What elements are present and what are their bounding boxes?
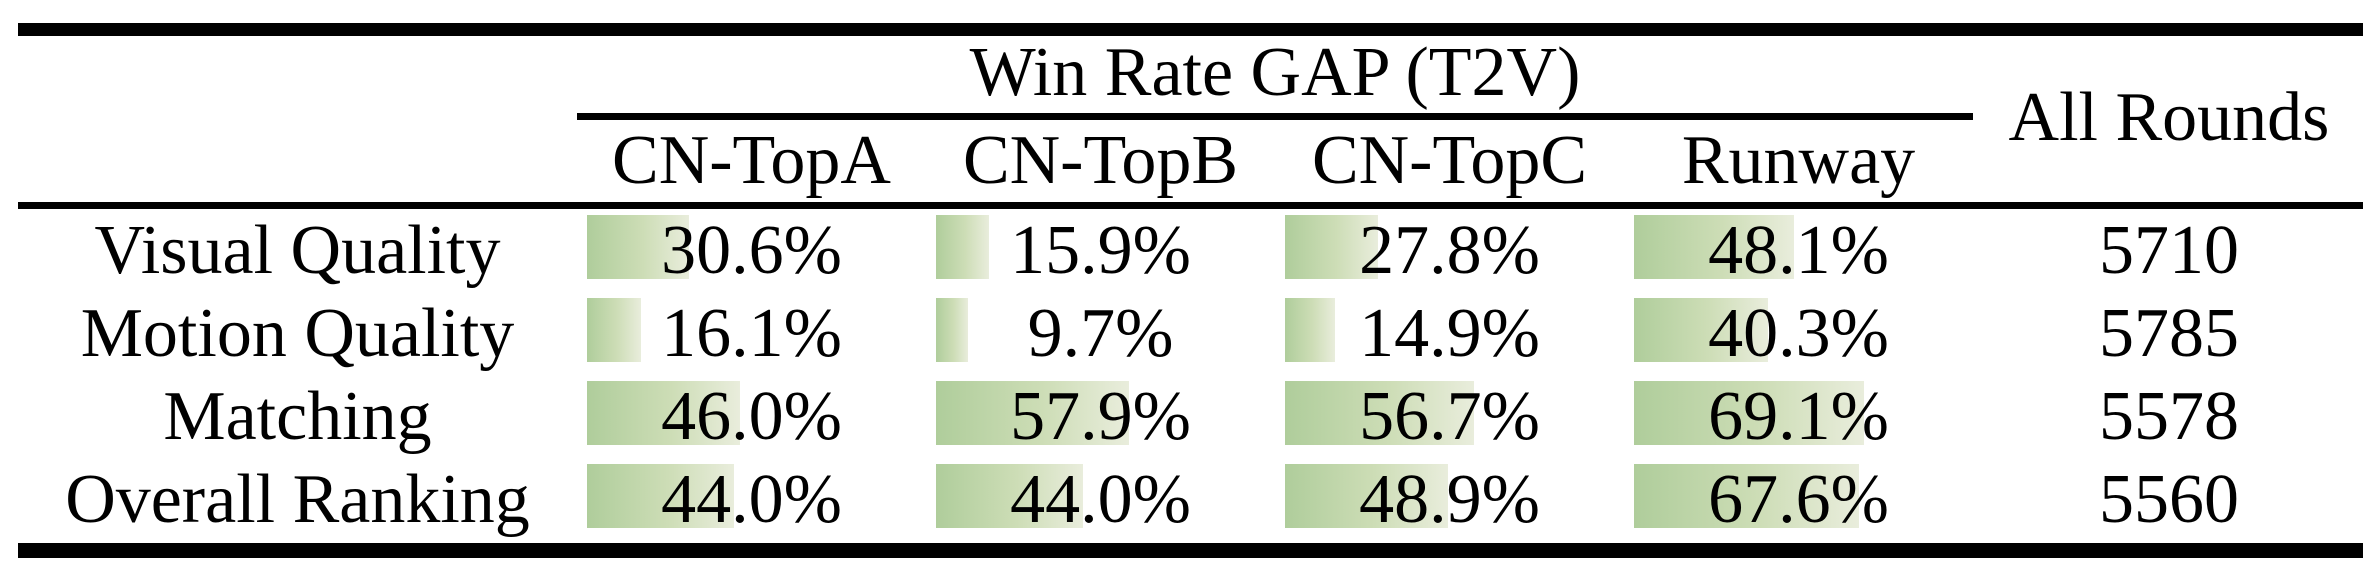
- cell-motion-quality-cn-topa: 16.1%: [577, 292, 926, 375]
- cell-overall-ranking-cn-topb: 44.0%: [926, 458, 1275, 541]
- win-rate-value: 44.0%: [661, 460, 842, 538]
- table-row-visual-quality: Visual Quality 30.6% 15.9% 27.8% 48.1% 5…: [0, 209, 2376, 292]
- win-rate-bar: [936, 215, 989, 279]
- win-rate-value: 14.9%: [1359, 294, 1540, 372]
- win-rate-value: 44.0%: [1010, 460, 1191, 538]
- cell-matching-runway: 69.1%: [1624, 375, 1973, 458]
- all-rounds-value: 5710: [2099, 211, 2239, 289]
- cell-matching-cn-topc: 56.7%: [1275, 375, 1624, 458]
- win-rate-bar: [936, 381, 1129, 445]
- top-rule: [18, 23, 2363, 36]
- table-row-matching: Matching 46.0% 57.9% 56.7% 69.1% 5578: [0, 375, 2376, 458]
- column-header-all-rounds: All Rounds: [2008, 79, 2330, 156]
- column-header-cn-topa: CN-TopA: [612, 122, 891, 199]
- win-rate-value: 69.1%: [1708, 377, 1889, 455]
- win-rate-bar: [587, 381, 741, 445]
- win-rate-bar: [587, 298, 641, 362]
- cell-visual-quality-runway: 48.1%: [1624, 209, 1973, 292]
- column-header-cn-topb: CN-TopB: [962, 122, 1239, 199]
- cell-overall-ranking-cn-topa: 44.0%: [577, 458, 926, 541]
- cell-visual-quality-cn-topb: 15.9%: [926, 209, 1275, 292]
- win-rate-bar: [1285, 215, 1378, 279]
- bottom-rule: [18, 543, 2363, 558]
- row-label: Visual Quality: [94, 211, 501, 289]
- win-rate-bar: [1634, 215, 1795, 279]
- table-row-overall-ranking: Overall Ranking 44.0% 44.0% 48.9% 67.6% …: [0, 458, 2376, 541]
- win-rate-value: 15.9%: [1010, 211, 1191, 289]
- win-rate-value: 57.9%: [1010, 377, 1191, 455]
- table-row-motion-quality: Motion Quality 16.1% 9.7% 14.9% 40.3% 57…: [0, 292, 2376, 375]
- win-rate-value: 30.6%: [661, 211, 842, 289]
- win-rate-bar: [1285, 464, 1448, 528]
- win-rate-value: 27.8%: [1359, 211, 1540, 289]
- win-rate-value: 16.1%: [661, 294, 842, 372]
- win-rate-value: 9.7%: [1027, 294, 1174, 372]
- win-rate-value: 67.6%: [1708, 460, 1889, 538]
- cell-matching-cn-topa: 46.0%: [577, 375, 926, 458]
- title-underline-rule: [577, 113, 1973, 120]
- win-rate-bar: [1634, 298, 1769, 362]
- win-rate-bar: [936, 298, 969, 362]
- win-rate-value: 48.1%: [1708, 211, 1889, 289]
- cell-visual-quality-cn-topc: 27.8%: [1275, 209, 1624, 292]
- win-rate-bar: [1634, 381, 1865, 445]
- cell-overall-ranking-runway: 67.6%: [1624, 458, 1973, 541]
- cell-motion-quality-cn-topc: 14.9%: [1275, 292, 1624, 375]
- win-rate-bar: [1285, 381, 1474, 445]
- win-rate-value: 48.9%: [1359, 460, 1540, 538]
- row-label: Matching: [163, 377, 432, 455]
- row-label: Motion Quality: [80, 294, 515, 372]
- cell-motion-quality-cn-topb: 9.7%: [926, 292, 1275, 375]
- win-rate-value: 56.7%: [1359, 377, 1540, 455]
- win-rate-bar: [1634, 464, 1860, 528]
- cell-motion-quality-runway: 40.3%: [1624, 292, 1973, 375]
- all-rounds-value: 5785: [2099, 294, 2239, 372]
- header-separator-rule: [18, 202, 2363, 209]
- win-rate-bar: [587, 215, 689, 279]
- all-rounds-value: 5560: [2099, 460, 2239, 538]
- column-header-cn-topc: CN-TopC: [1311, 122, 1588, 199]
- table-title: Win Rate GAP (T2V): [969, 34, 1581, 111]
- cell-matching-cn-topb: 57.9%: [926, 375, 1275, 458]
- win-rate-value: 46.0%: [661, 377, 842, 455]
- column-header-runway: Runway: [1681, 122, 1916, 199]
- win-rate-value: 40.3%: [1708, 294, 1889, 372]
- row-label: Overall Ranking: [65, 460, 530, 538]
- win-rate-bar: [936, 464, 1083, 528]
- win-rate-bar: [1285, 298, 1335, 362]
- all-rounds-value: 5578: [2099, 377, 2239, 455]
- cell-visual-quality-cn-topa: 30.6%: [577, 209, 926, 292]
- win-rate-bar: [587, 464, 734, 528]
- cell-overall-ranking-cn-topc: 48.9%: [1275, 458, 1624, 541]
